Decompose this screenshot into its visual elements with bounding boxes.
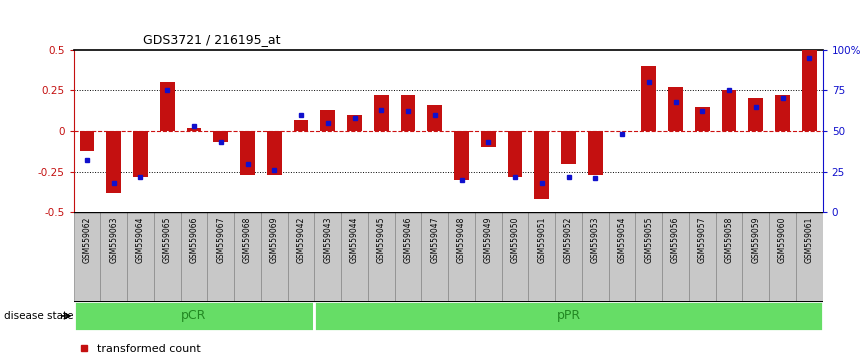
Bar: [160, 82, 175, 131]
Bar: [769, 212, 796, 301]
Bar: [636, 212, 662, 301]
Bar: [314, 212, 341, 301]
Bar: [582, 212, 609, 301]
Bar: [107, 131, 121, 193]
Bar: [642, 66, 656, 131]
Bar: [742, 212, 769, 301]
Bar: [775, 95, 790, 131]
Bar: [181, 212, 207, 301]
Bar: [100, 212, 127, 301]
Bar: [240, 131, 255, 175]
Text: GSM559044: GSM559044: [350, 217, 359, 263]
Text: GSM559056: GSM559056: [671, 217, 680, 263]
Text: GSM559054: GSM559054: [617, 217, 626, 263]
Text: GSM559065: GSM559065: [163, 217, 171, 263]
Bar: [74, 301, 314, 331]
Text: GSM559052: GSM559052: [564, 217, 573, 263]
Text: GSM559067: GSM559067: [216, 217, 225, 263]
Bar: [294, 120, 308, 131]
Bar: [528, 212, 555, 301]
Bar: [401, 95, 416, 131]
Text: GSM559060: GSM559060: [778, 217, 787, 263]
Bar: [481, 131, 495, 147]
Text: GSM559063: GSM559063: [109, 217, 119, 263]
Bar: [187, 128, 202, 131]
Text: GSM559059: GSM559059: [752, 217, 760, 263]
Bar: [74, 212, 100, 301]
Bar: [314, 301, 823, 331]
Text: GSM559042: GSM559042: [296, 217, 306, 263]
Text: GSM559049: GSM559049: [484, 217, 493, 263]
Bar: [662, 212, 689, 301]
Bar: [320, 110, 335, 131]
Bar: [475, 212, 501, 301]
Text: GSM559045: GSM559045: [377, 217, 385, 263]
Bar: [449, 212, 475, 301]
Bar: [154, 212, 181, 301]
Bar: [422, 212, 449, 301]
Text: GSM559064: GSM559064: [136, 217, 145, 263]
Text: GSM559061: GSM559061: [805, 217, 814, 263]
Text: GSM559053: GSM559053: [591, 217, 600, 263]
Bar: [374, 95, 389, 131]
Bar: [689, 212, 715, 301]
Bar: [796, 212, 823, 301]
Bar: [347, 115, 362, 131]
Bar: [555, 212, 582, 301]
Text: GSM559047: GSM559047: [430, 217, 439, 263]
Bar: [288, 212, 314, 301]
Bar: [695, 107, 709, 131]
Bar: [802, 50, 817, 131]
Bar: [80, 131, 94, 150]
Bar: [715, 212, 742, 301]
Bar: [133, 131, 148, 177]
Bar: [395, 212, 422, 301]
Text: GSM559068: GSM559068: [243, 217, 252, 263]
Text: GSM559051: GSM559051: [537, 217, 546, 263]
Text: GDS3721 / 216195_at: GDS3721 / 216195_at: [143, 33, 281, 46]
Text: GSM559048: GSM559048: [457, 217, 466, 263]
Text: GSM559055: GSM559055: [644, 217, 653, 263]
Bar: [507, 131, 522, 177]
Text: pCR: pCR: [181, 309, 207, 322]
Legend: transformed count, percentile rank within the sample: transformed count, percentile rank withi…: [79, 344, 285, 354]
Bar: [207, 212, 234, 301]
Text: GSM559046: GSM559046: [404, 217, 412, 263]
Bar: [428, 105, 443, 131]
Text: GSM559069: GSM559069: [270, 217, 279, 263]
Bar: [341, 212, 368, 301]
Bar: [609, 212, 636, 301]
Bar: [234, 212, 261, 301]
Text: GSM559043: GSM559043: [323, 217, 333, 263]
Text: disease state: disease state: [4, 311, 74, 321]
Text: GSM559062: GSM559062: [82, 217, 92, 263]
Bar: [721, 90, 736, 131]
Bar: [748, 98, 763, 131]
Bar: [561, 131, 576, 164]
Bar: [588, 131, 603, 175]
Bar: [534, 131, 549, 199]
Text: pPR: pPR: [557, 309, 580, 322]
Bar: [213, 131, 228, 142]
Bar: [127, 212, 154, 301]
Bar: [368, 212, 395, 301]
Text: GSM559050: GSM559050: [511, 217, 520, 263]
Text: GSM559058: GSM559058: [725, 217, 734, 263]
Bar: [501, 212, 528, 301]
Bar: [669, 87, 683, 131]
Text: GSM559057: GSM559057: [698, 217, 707, 263]
Bar: [267, 131, 281, 175]
Bar: [454, 131, 469, 180]
Bar: [261, 212, 288, 301]
Text: GSM559066: GSM559066: [190, 217, 198, 263]
